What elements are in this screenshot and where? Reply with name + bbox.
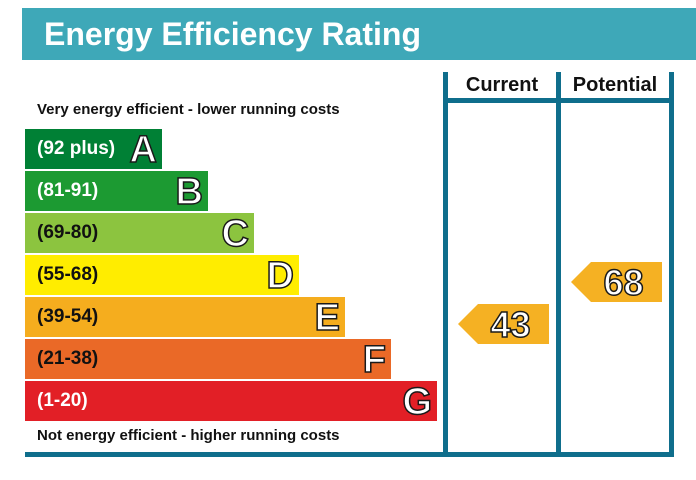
bottom-caption: Not energy efficient - higher running co… xyxy=(37,427,340,444)
band-letter: E xyxy=(314,296,341,340)
band-letter: C xyxy=(221,212,250,256)
frame-line-left xyxy=(443,72,448,457)
band-letter: B xyxy=(175,170,204,214)
band-range-label: (92 plus) xyxy=(37,138,116,159)
rating-value: 43 xyxy=(490,303,532,346)
top-caption: Very energy efficient - lower running co… xyxy=(37,101,340,118)
frame-line-bottom xyxy=(25,452,674,457)
column-header-potential: Potential xyxy=(572,74,658,96)
band-letter: F xyxy=(362,338,387,382)
band-range-label: (21-38) xyxy=(37,348,99,369)
arrow-shape xyxy=(458,304,549,344)
band-range-label: (1-20) xyxy=(37,390,88,411)
band-range-label: (81-91) xyxy=(37,180,99,201)
band-e: (39-54) E xyxy=(25,296,345,340)
rating-arrow-potential: 68 xyxy=(571,261,662,304)
rating-value: 68 xyxy=(603,261,645,304)
frame-line-right xyxy=(669,72,674,457)
band-a: (92 plus) A xyxy=(25,128,162,172)
arrow-shape xyxy=(571,262,662,302)
rating-arrow-current: 43 xyxy=(458,303,549,346)
band-range-label: (39-54) xyxy=(37,306,99,327)
band-b: (81-91) B xyxy=(25,170,208,214)
band-c: (69-80) C xyxy=(25,212,254,256)
title-banner: Energy Efficiency Rating xyxy=(22,8,696,60)
frame-line-middle xyxy=(556,72,561,457)
frame-line-header xyxy=(443,98,674,103)
chart-title: Energy Efficiency Rating xyxy=(44,16,421,52)
band-g: (1-20) G xyxy=(25,380,437,424)
column-header-current: Current xyxy=(465,74,539,96)
band-letter: G xyxy=(402,380,433,424)
band-range-label: (55-68) xyxy=(37,264,99,285)
band-f: (21-38) F xyxy=(25,338,391,382)
band-letter: A xyxy=(129,128,158,172)
band-d: (55-68) D xyxy=(25,254,299,298)
band-letter: D xyxy=(266,254,295,298)
band-range-label: (69-80) xyxy=(37,222,99,243)
